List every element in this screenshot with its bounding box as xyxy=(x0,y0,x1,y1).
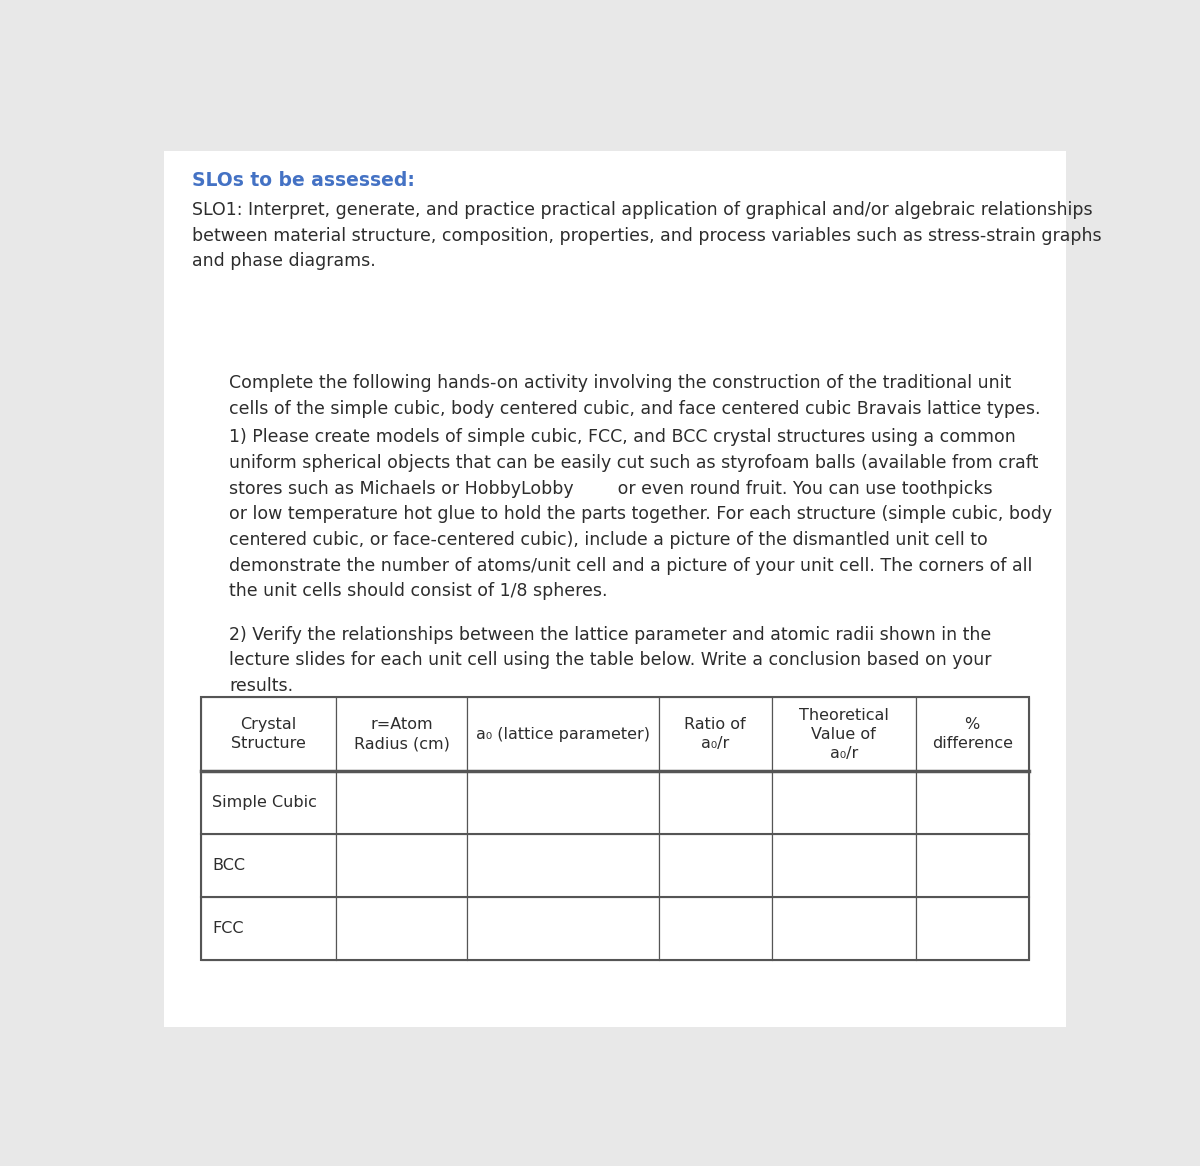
Text: Theoretical
Value of
a₀/r: Theoretical Value of a₀/r xyxy=(799,708,889,761)
Bar xyxy=(659,897,772,960)
Bar xyxy=(467,771,659,834)
Bar xyxy=(659,834,772,897)
Text: %
difference: % difference xyxy=(931,717,1013,751)
Bar xyxy=(659,697,772,771)
Text: a₀ (lattice parameter): a₀ (lattice parameter) xyxy=(475,726,649,742)
Bar xyxy=(202,697,1028,960)
Bar xyxy=(916,834,1028,897)
Bar xyxy=(659,771,772,834)
Bar xyxy=(336,771,467,834)
Bar xyxy=(916,897,1028,960)
Bar xyxy=(336,697,467,771)
Text: FCC: FCC xyxy=(212,921,244,935)
Bar xyxy=(467,697,659,771)
Text: 1) Please create models of simple cubic, FCC, and BCC crystal structures using a: 1) Please create models of simple cubic,… xyxy=(229,428,1052,600)
Bar xyxy=(772,697,916,771)
Text: Simple Cubic: Simple Cubic xyxy=(212,795,317,810)
Bar xyxy=(772,897,916,960)
Text: Ratio of
a₀/r: Ratio of a₀/r xyxy=(684,717,746,751)
Bar xyxy=(772,834,916,897)
Bar xyxy=(336,834,467,897)
Text: Complete the following hands-on activity involving the construction of the tradi: Complete the following hands-on activity… xyxy=(229,374,1040,417)
Bar xyxy=(202,771,336,834)
Bar xyxy=(202,834,336,897)
Bar xyxy=(916,697,1028,771)
Bar xyxy=(467,834,659,897)
Text: BCC: BCC xyxy=(212,858,245,873)
Bar xyxy=(336,897,467,960)
Text: r=Atom
Radius (cm): r=Atom Radius (cm) xyxy=(354,717,450,751)
Text: SLOs to be assessed:: SLOs to be assessed: xyxy=(192,171,415,190)
Text: Crystal
Structure: Crystal Structure xyxy=(232,717,306,751)
Bar xyxy=(772,771,916,834)
Text: SLO1: Interpret, generate, and practice practical application of graphical and/o: SLO1: Interpret, generate, and practice … xyxy=(192,201,1102,271)
Text: 2) Verify the relationships between the lattice parameter and atomic radii shown: 2) Verify the relationships between the … xyxy=(229,626,991,695)
Bar xyxy=(202,697,336,771)
Bar xyxy=(202,897,336,960)
Bar xyxy=(916,771,1028,834)
Bar xyxy=(467,897,659,960)
